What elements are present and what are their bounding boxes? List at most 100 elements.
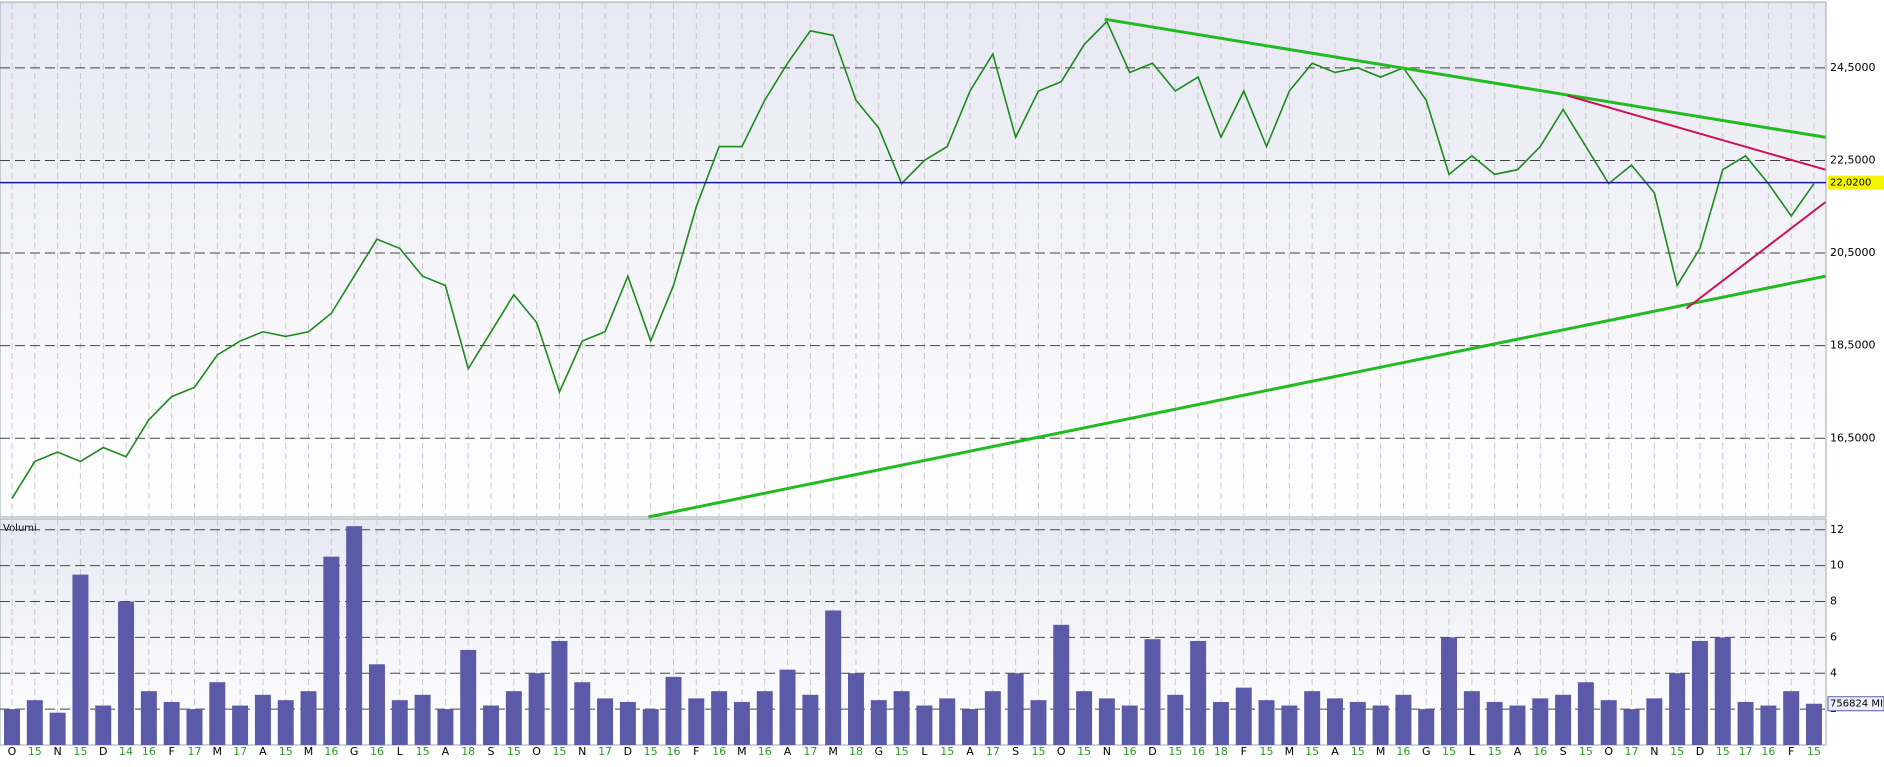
- x-tick-label: 16: [324, 745, 338, 758]
- volume-bar: [460, 649, 477, 745]
- volume-bar: [1669, 673, 1686, 745]
- x-tick-label: 17: [1739, 745, 1753, 758]
- volume-bar: [1235, 687, 1252, 745]
- volume-bar: [118, 601, 135, 745]
- x-tick-label: 15: [552, 745, 566, 758]
- volume-bar: [1577, 682, 1594, 745]
- x-tick-label: 15: [1670, 745, 1684, 758]
- volume-bar: [1646, 698, 1663, 745]
- volume-bar: [414, 694, 431, 745]
- volume-bar: [232, 705, 249, 745]
- x-tick-label: 15: [1442, 745, 1456, 758]
- x-tick-label: 15: [279, 745, 293, 758]
- volume-bar: [939, 698, 956, 745]
- y-tick-label: 22,5000: [1830, 153, 1876, 166]
- volume-bar: [1555, 694, 1572, 745]
- volume-last-box: [1827, 696, 1884, 712]
- y-tick-label: 6: [1830, 630, 1837, 643]
- volume-bar: [1372, 705, 1389, 745]
- volume-bar: [1144, 639, 1161, 745]
- x-tick-label: 15: [1579, 745, 1593, 758]
- volume-bar: [1212, 701, 1229, 745]
- x-tick-label: M: [737, 745, 747, 758]
- x-tick-label: M: [304, 745, 314, 758]
- x-tick-label: F: [693, 745, 699, 758]
- y-tick-label: 18,5000: [1830, 339, 1876, 352]
- volume-bar: [619, 701, 636, 745]
- x-tick-label: 16: [1191, 745, 1205, 758]
- volume-bar: [483, 705, 499, 745]
- x-tick-label: L: [1469, 745, 1476, 758]
- x-tick-label: F: [1788, 745, 1794, 758]
- volume-bar: [574, 682, 591, 745]
- x-tick-label: 17: [233, 745, 247, 758]
- volume-bar: [1463, 691, 1480, 745]
- volume-bar: [665, 676, 682, 745]
- volume-bar: [551, 640, 568, 745]
- y-tick-label: 16,5000: [1830, 431, 1876, 444]
- volume-bar: [1304, 691, 1321, 745]
- x-tick-label: S: [1560, 745, 1567, 758]
- price-line: [11, 20, 1815, 499]
- x-tick-label: 18: [849, 745, 863, 758]
- x-tick-label: O: [1057, 745, 1066, 758]
- x-tick-label: 15: [1077, 745, 1091, 758]
- x-tick-label: N: [1650, 745, 1658, 758]
- volume-bar: [1441, 637, 1458, 745]
- y-tick-label: 8: [1830, 595, 1837, 608]
- x-tick-label: 18: [461, 745, 475, 758]
- volume-bar: [254, 694, 271, 745]
- volume-bar: [300, 691, 317, 745]
- x-tick-label: 15: [940, 745, 954, 758]
- x-tick-label: 17: [187, 745, 201, 758]
- x-tick-label: D: [99, 745, 107, 758]
- volume-bar: [1190, 640, 1207, 745]
- x-tick-label: M: [213, 745, 223, 758]
- x-tick-label: 15: [1168, 745, 1182, 758]
- volume-panel: [0, 518, 1827, 746]
- volume-bar: [1532, 698, 1549, 745]
- volume-bar: [72, 574, 89, 745]
- x-tick-label: L: [397, 745, 404, 758]
- x-tick-label: A: [966, 745, 974, 758]
- x-tick-label: M: [1376, 745, 1386, 758]
- volume-bar: [642, 709, 659, 745]
- x-tick-label: D: [1148, 745, 1156, 758]
- y-tick-label: 12: [1830, 523, 1844, 536]
- volume-bar: [825, 610, 842, 745]
- x-tick-label: A: [442, 745, 450, 758]
- volume-bar: [1623, 709, 1640, 745]
- x-tick-label: A: [1331, 745, 1339, 758]
- volume-bar: [984, 691, 1001, 745]
- x-tick-label: 16: [1396, 745, 1410, 758]
- x-tick-label: A: [259, 745, 267, 758]
- x-tick-label: 15: [1351, 745, 1365, 758]
- volume-title: Volumi: [3, 523, 37, 534]
- y-tick-label: 4: [1830, 666, 1837, 679]
- last-value-box: [1828, 175, 1884, 190]
- y-tick-label: 20,5000: [1830, 246, 1876, 259]
- trendline: [1567, 94, 1826, 171]
- x-tick-label: 15: [895, 745, 909, 758]
- volume-bar: [711, 691, 728, 745]
- x-tick-label: A: [1514, 745, 1522, 758]
- volume-bar: [209, 682, 226, 745]
- volume-bar: [4, 709, 20, 745]
- last-value-label: 22,0200: [1830, 178, 1871, 189]
- volume-bar: [1806, 703, 1822, 745]
- x-tick-label: 16: [1761, 745, 1775, 758]
- x-tick-label: S: [1012, 745, 1019, 758]
- volume-bar: [277, 700, 294, 745]
- volume-bar: [1007, 673, 1024, 745]
- x-tick-label: S: [488, 745, 495, 758]
- volume-bar: [140, 691, 157, 745]
- x-tick-label: 14: [119, 745, 133, 758]
- volume-bar: [1349, 701, 1366, 745]
- volume-bar: [368, 664, 385, 745]
- x-tick-label: 16: [1533, 745, 1547, 758]
- volume-bar: [163, 701, 180, 745]
- volume-last-label: 756824 MIL: [1830, 699, 1884, 710]
- volume-bar: [733, 701, 750, 745]
